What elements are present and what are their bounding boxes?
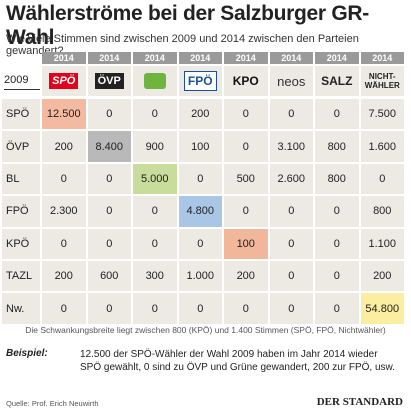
cell: 54.800 — [360, 293, 404, 324]
cell: 0 — [315, 261, 359, 292]
party-logo-box: SPÖ — [42, 66, 86, 96]
example-text: 12.500 der SPÖ-Wähler der Wahl 2009 habe… — [80, 349, 395, 373]
cell: 200 — [42, 261, 86, 292]
cell: 200 — [42, 131, 86, 162]
column-year: 2014 — [315, 52, 359, 64]
party-logo-box: NICHT-WÄHLER — [360, 66, 404, 96]
cell: 0 — [42, 293, 86, 324]
cell: 0 — [269, 196, 313, 227]
cell: 0 — [133, 293, 177, 324]
cell: 0 — [315, 293, 359, 324]
example-label: Beispiel: — [6, 348, 48, 359]
cell: 800 — [315, 131, 359, 162]
cell: 800 — [315, 163, 359, 195]
party-logo-box — [133, 66, 177, 96]
cell: 0 — [224, 131, 268, 162]
cell: 800 — [360, 196, 404, 227]
source: Quelle: Prof. Erich Neuwirth — [6, 399, 99, 408]
row-label: ÖVP — [2, 131, 40, 162]
cell: 2.300 — [42, 196, 86, 227]
brand: DER STANDARD — [316, 396, 403, 408]
party-logo-box: FPÖ — [178, 66, 222, 96]
cell: 300 — [133, 261, 177, 292]
column-year: 2014 — [269, 52, 313, 64]
cell: 0 — [269, 293, 313, 324]
cell: 3.100 — [269, 131, 313, 162]
cell: 0 — [360, 163, 404, 195]
row-label: TAZL — [2, 261, 40, 292]
cell: 0 — [133, 99, 177, 130]
cell: 0 — [269, 261, 313, 292]
cell: 0 — [42, 163, 86, 195]
column-year: 2014 — [42, 52, 86, 64]
cell: 0 — [315, 99, 359, 130]
cell: 0 — [224, 293, 268, 324]
cell: 1.100 — [360, 228, 404, 259]
cell: 0 — [178, 293, 222, 324]
party-logo: FPÖ — [183, 71, 217, 91]
party-logo: KPO — [232, 74, 259, 88]
party-logo: SALZ — [321, 74, 353, 88]
cell: 0 — [87, 99, 131, 130]
cell: 0 — [269, 228, 313, 259]
cell: 600 — [87, 261, 131, 292]
party-logo: NICHT-WÄHLER — [364, 72, 400, 90]
party-logo: ÖVP — [94, 73, 124, 89]
cell: 0 — [315, 228, 359, 259]
cell: 1.600 — [360, 131, 404, 162]
cell: 0 — [269, 99, 313, 130]
cell: 12.500 — [42, 99, 86, 130]
cell: 100 — [224, 228, 268, 259]
cell: 0 — [42, 228, 86, 259]
cell: 2.600 — [269, 163, 313, 195]
cell: 1.000 — [178, 261, 222, 292]
cell: 200 — [360, 261, 404, 292]
row-label: BL — [2, 163, 40, 195]
row-year-label: 2009 — [4, 74, 40, 90]
title: Wählerströme bei der Salzburger GR-Wahl — [6, 2, 369, 49]
cell: 0 — [178, 228, 222, 259]
cell: 0 — [178, 163, 222, 195]
row-label: KPÖ — [2, 228, 40, 259]
cell: 500 — [224, 163, 268, 195]
party-logo-box: ÖVP — [87, 66, 131, 96]
footnote: Die Schwankungsbreite liegt zwischen 800… — [25, 325, 386, 335]
cell: 0 — [87, 228, 131, 259]
cell: 0 — [315, 196, 359, 227]
row-label: SPÖ — [2, 99, 40, 130]
party-logo: SPÖ — [49, 73, 79, 89]
cell: 0 — [224, 196, 268, 227]
cell: 100 — [178, 131, 222, 162]
party-logo-box: KPO — [224, 66, 268, 96]
cell: 900 — [133, 131, 177, 162]
cell: 0 — [87, 196, 131, 227]
column-year: 2014 — [224, 52, 268, 64]
cell: 200 — [224, 261, 268, 292]
column-year: 2014 — [87, 52, 131, 64]
party-logo-box: SALZ — [315, 66, 359, 96]
column-year: 2014 — [178, 52, 222, 64]
cell: 7.500 — [360, 99, 404, 130]
green-logo — [143, 73, 166, 89]
column-year: 2014 — [360, 52, 404, 64]
row-label: Nw. — [2, 293, 40, 324]
cell: 4.800 — [178, 196, 222, 227]
row-label: FPÖ — [2, 196, 40, 227]
cell: 8.400 — [87, 131, 131, 162]
cell: 0 — [224, 99, 268, 130]
party-logo-box: neos — [269, 66, 313, 96]
cell: 0 — [87, 293, 131, 324]
cell: 0 — [133, 196, 177, 227]
cell: 0 — [133, 228, 177, 259]
cell: 0 — [87, 163, 131, 195]
cell: 5.000 — [133, 163, 177, 195]
party-logo: neos — [277, 73, 306, 89]
cell: 200 — [178, 99, 222, 130]
column-year: 2014 — [133, 52, 177, 64]
